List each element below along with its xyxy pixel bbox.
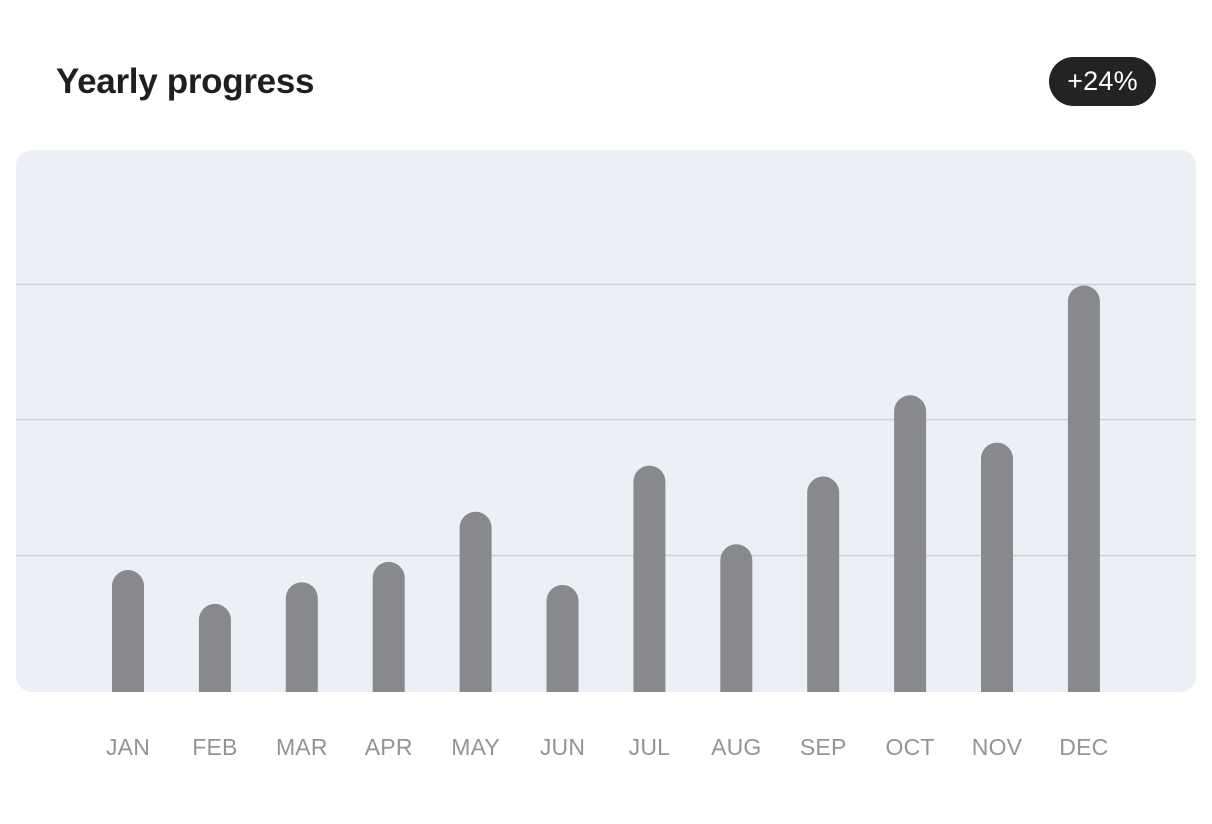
bar-nov xyxy=(981,442,1013,692)
bar-may xyxy=(459,511,492,692)
bar-jun xyxy=(546,584,579,692)
x-tick-label-jan: JAN xyxy=(105,734,151,760)
x-tick-label-may: MAY xyxy=(451,734,500,760)
growth-badge: +24% xyxy=(1049,57,1156,106)
x-axis-labels: JAN FEB MAR APR MAY JUN JUL AUG SEP OCT NOV DEC xyxy=(0,734,1212,766)
x-tick-label-oct: OCT xyxy=(885,734,935,760)
plot-area xyxy=(16,150,1196,692)
x-tick-label-mar: MAR xyxy=(275,734,328,760)
bar-aug xyxy=(720,544,753,692)
x-tick-label-sep: SEP xyxy=(799,734,847,760)
x-tick-label-feb: FEB xyxy=(192,734,238,760)
chart-title: Yearly progress xyxy=(56,62,315,101)
bar-jul xyxy=(633,465,666,692)
x-tick-label-apr: APR xyxy=(364,734,413,760)
x-tick-label-dec: DEC xyxy=(1059,734,1109,760)
x-tick-label-nov: NOV xyxy=(971,734,1023,760)
bar-mar xyxy=(285,582,318,692)
bar-dec xyxy=(1067,285,1100,692)
x-tick-label-jul: JUL xyxy=(628,734,671,760)
bar-jan xyxy=(112,570,144,692)
bar-chart xyxy=(16,283,1196,692)
x-tick-label-jun: JUN xyxy=(539,734,586,760)
bar-oct xyxy=(894,395,927,692)
bar-feb xyxy=(198,603,231,692)
bar-apr xyxy=(372,561,405,692)
bar-sep xyxy=(807,476,840,692)
x-tick-label-aug: AUG xyxy=(711,734,762,760)
